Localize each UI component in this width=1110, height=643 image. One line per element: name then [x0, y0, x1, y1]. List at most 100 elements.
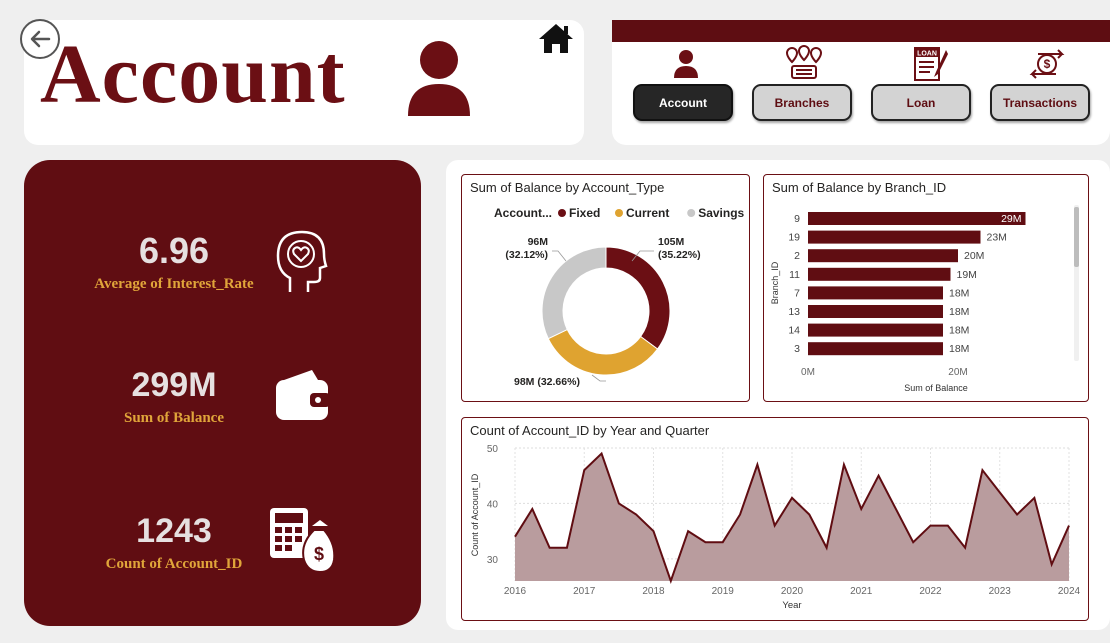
bar-chart-title: Sum of Balance by Branch_ID	[772, 180, 947, 195]
bar-x-tick: 20M	[948, 367, 967, 378]
bar-category-label: 2	[794, 250, 800, 262]
wallet-icon	[274, 366, 332, 424]
bar-value-label: 18M	[949, 325, 969, 337]
area-y-tick: 30	[487, 555, 499, 566]
area-x-tick: 2024	[1058, 586, 1081, 597]
bar-value-label: 18M	[949, 343, 969, 355]
donut-legend-marker	[558, 209, 566, 217]
svg-text:$: $	[1044, 57, 1051, 71]
bar-3[interactable]	[808, 342, 943, 356]
donut-percent-label: (32.12%)	[505, 249, 548, 261]
nav-account-button[interactable]: Account	[633, 84, 733, 121]
svg-text:$: $	[314, 544, 324, 564]
area-x-axis-label: Year	[782, 600, 801, 611]
bar-chart-panel[interactable]: Sum of Balance by Branch_ID 9 29M 19 23M 2 20…	[763, 174, 1089, 402]
bar-value-label: 18M	[949, 287, 969, 299]
area-chart[interactable]: 30 40 50 2016 2017 2018 2019 2020 2021 2022 2023 20…	[462, 418, 1088, 620]
area-x-tick: 2022	[919, 586, 942, 597]
bar-category-label: 7	[794, 287, 800, 299]
bar-category-label: 19	[788, 232, 800, 244]
area-x-tick: 2020	[781, 586, 804, 597]
page-title: Account	[40, 28, 346, 121]
donut-legend-title: Account...	[494, 206, 552, 220]
area-x-tick: 2019	[712, 586, 735, 597]
branches-icon	[784, 44, 824, 82]
bar-value-label: 20M	[964, 250, 984, 262]
donut-chart-title: Sum of Balance by Account_Type	[470, 180, 665, 195]
area-x-tick: 2021	[850, 586, 873, 597]
donut-slice-savings[interactable]	[541, 246, 607, 340]
donut-legend-item[interactable]: Current	[626, 206, 669, 220]
transactions-icon: $	[1024, 46, 1070, 82]
nav-branches-button[interactable]: Branches	[752, 84, 852, 121]
area-series-line[interactable]	[514, 451, 1070, 585]
person-icon	[672, 48, 700, 80]
bar-19[interactable]	[808, 230, 981, 244]
bar-11[interactable]	[808, 267, 951, 281]
area-x-tick: 2017	[573, 586, 596, 597]
area-fill	[515, 453, 1069, 581]
donut-chart[interactable]: Account... Fixed Current Savings 105M(35.22%…	[462, 175, 749, 401]
donut-legend-item[interactable]: Fixed	[569, 206, 600, 220]
donut-chart-panel[interactable]: Sum of Balance by Account_Type Account..…	[461, 174, 750, 402]
back-arrow-icon	[30, 30, 51, 48]
bar-chart[interactable]: 9 29M 19 23M 2 20M 11 19M 7 18M 13 18M 14 18M 3 18M 0M 20…	[764, 175, 1088, 401]
kpi-count-value: 1243	[136, 512, 212, 550]
bar-value-label: 23M	[987, 232, 1007, 244]
bar-value-label: 19M	[957, 269, 977, 281]
bar-13[interactable]	[808, 305, 943, 318]
donut-legend-item[interactable]: Savings	[698, 206, 744, 220]
kpi-panel: 6.96 Average of Interest_Rate 299M Sum o…	[24, 160, 421, 626]
kpi-balance-label: Sum of Balance	[123, 410, 224, 426]
kpi-interest-rate-value: 6.96	[138, 230, 210, 271]
bar-value-label: 18M	[949, 306, 969, 318]
donut-legend-marker	[687, 209, 696, 217]
bar-category-label: 3	[794, 343, 800, 355]
nav-transactions-button[interactable]: Transactions	[990, 84, 1090, 121]
donut-data-label: 98M (32.66%)	[514, 376, 580, 388]
loan-icon: LOAN	[912, 46, 950, 82]
bar-x-axis-label: Sum of Balance	[904, 383, 968, 393]
area-x-tick: 2016	[504, 586, 527, 597]
calculator-money-icon: $	[268, 504, 336, 574]
donut-slice-fixed[interactable]	[605, 246, 671, 350]
donut-leader-line	[591, 374, 606, 382]
bar-2[interactable]	[808, 249, 958, 263]
head-heart-icon	[272, 226, 328, 296]
area-y-tick: 40	[487, 499, 499, 510]
bar-category-label: 9	[794, 213, 800, 225]
bar-y-axis-label: Branch_ID	[770, 261, 780, 304]
area-x-tick: 2023	[989, 586, 1012, 597]
svg-text:LOAN: LOAN	[917, 51, 937, 58]
kpi-interest-rate-label: Average of Interest_Rate	[94, 276, 254, 292]
bar-scrollbar-thumb[interactable]	[1074, 207, 1079, 267]
kpi-balance-value: 299M	[131, 366, 217, 404]
user-icon	[404, 38, 474, 118]
donut-data-label: 105M	[658, 236, 685, 248]
bar-9[interactable]	[808, 212, 1026, 225]
bar-7[interactable]	[808, 286, 943, 300]
area-chart-title: Count of Account_ID by Year and Quarter	[470, 423, 710, 438]
donut-leader-line	[631, 250, 654, 262]
bar-category-label: 13	[788, 306, 800, 318]
nav-loan-button[interactable]: Loan	[871, 84, 971, 121]
bar-value-label: 29M	[1001, 213, 1021, 225]
donut-leader-line	[552, 250, 567, 262]
donut-slice-current[interactable]	[547, 328, 659, 376]
area-chart-panel[interactable]: Count of Account_ID by Year and Quarter …	[461, 417, 1089, 621]
bar-category-label: 14	[788, 325, 800, 337]
donut-legend-marker	[615, 209, 623, 217]
area-x-tick: 2018	[642, 586, 665, 597]
home-icon[interactable]	[537, 22, 575, 54]
bar-category-label: 11	[789, 269, 800, 281]
kpi-count-label: Count of Account_ID	[105, 556, 243, 572]
donut-percent-label: (35.22%)	[658, 249, 701, 261]
donut-data-label: 96M	[528, 236, 549, 248]
bar-14[interactable]	[808, 323, 943, 337]
back-button[interactable]	[20, 19, 60, 59]
bar-x-tick: 0M	[801, 367, 815, 378]
header-card	[24, 20, 584, 145]
area-y-axis-label: Count of Account_ID	[470, 473, 480, 556]
nav-accent-bar	[612, 20, 1110, 42]
area-y-tick: 50	[487, 444, 499, 455]
